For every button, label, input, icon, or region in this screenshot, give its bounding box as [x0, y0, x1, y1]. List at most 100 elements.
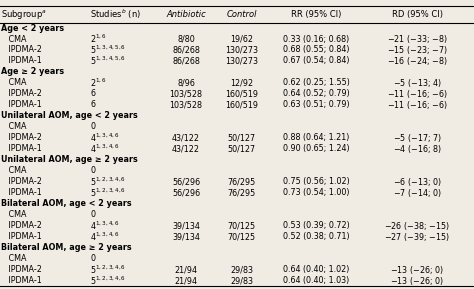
Text: $-$13 ($-$26; 0): $-$13 ($-$26; 0): [390, 275, 444, 287]
Text: $-$13 ($-$26; 0): $-$13 ($-$26; 0): [390, 264, 444, 276]
Text: Control: Control: [227, 10, 257, 19]
Text: RR (95% CI): RR (95% CI): [291, 10, 342, 19]
Text: $-$16 ($-$24; $-$8): $-$16 ($-$24; $-$8): [387, 55, 447, 67]
Text: IPDMA-1: IPDMA-1: [1, 276, 42, 285]
Text: RD (95% CI): RD (95% CI): [392, 10, 443, 19]
Text: Age < 2 years: Age < 2 years: [1, 23, 64, 33]
Text: 39/134: 39/134: [172, 232, 200, 241]
Text: 43/122: 43/122: [172, 144, 200, 153]
Text: $2^{1,6}$: $2^{1,6}$: [90, 33, 107, 45]
Text: $4^{1,3,4,6}$: $4^{1,3,4,6}$: [90, 231, 120, 243]
Text: CMA: CMA: [1, 78, 27, 88]
Text: 0.75 (0.56; 1.02): 0.75 (0.56; 1.02): [283, 177, 350, 186]
Text: Bilateral AOM, age ≥ 2 years: Bilateral AOM, age ≥ 2 years: [1, 243, 132, 252]
Text: CMA: CMA: [1, 210, 27, 219]
Text: IPDMA-2: IPDMA-2: [1, 89, 42, 99]
Text: 0.88 (0.64; 1.21): 0.88 (0.64; 1.21): [283, 133, 350, 142]
Text: Subgroup$^a$: Subgroup$^a$: [1, 8, 47, 21]
Text: $-$26 ($-$38; $-$15): $-$26 ($-$38; $-$15): [384, 220, 450, 232]
Text: IPDMA-1: IPDMA-1: [1, 56, 42, 66]
Text: IPDMA-1: IPDMA-1: [1, 100, 42, 110]
Text: 29/83: 29/83: [230, 276, 253, 285]
Text: Bilateral AOM, age < 2 years: Bilateral AOM, age < 2 years: [1, 199, 132, 208]
Text: $-$11 ($-$16; $-$6): $-$11 ($-$16; $-$6): [387, 99, 447, 111]
Text: $5^{1,3,4,5,6}$: $5^{1,3,4,5,6}$: [90, 44, 126, 56]
Text: Unilateral AOM, age ≥ 2 years: Unilateral AOM, age ≥ 2 years: [1, 155, 138, 164]
Text: IPDMA-2: IPDMA-2: [1, 45, 42, 55]
Text: 0: 0: [90, 166, 95, 175]
Text: $-$15 ($-$23; $-$7): $-$15 ($-$23; $-$7): [387, 44, 447, 56]
Text: 86/268: 86/268: [172, 45, 200, 55]
Text: $-$6 ($-$13; 0): $-$6 ($-$13; 0): [392, 176, 442, 188]
Text: $2^{1,6}$: $2^{1,6}$: [90, 77, 107, 89]
Text: 19/62: 19/62: [230, 34, 253, 44]
Text: 0.64 (0.40; 1.02): 0.64 (0.40; 1.02): [283, 265, 350, 274]
Text: IPDMA-1: IPDMA-1: [1, 144, 42, 153]
Text: 103/528: 103/528: [170, 100, 202, 110]
Text: 160/519: 160/519: [225, 100, 258, 110]
Text: 12/92: 12/92: [230, 78, 253, 88]
Text: $4^{1,3,4,6}$: $4^{1,3,4,6}$: [90, 220, 120, 232]
Text: 8/96: 8/96: [177, 78, 195, 88]
Text: IPDMA-1: IPDMA-1: [1, 232, 42, 241]
Text: IPDMA-2: IPDMA-2: [1, 133, 42, 142]
Text: 0.64 (0.52; 0.79): 0.64 (0.52; 0.79): [283, 89, 350, 99]
Text: 0.53 (0.39; 0.72): 0.53 (0.39; 0.72): [283, 221, 350, 230]
Text: 160/519: 160/519: [225, 89, 258, 99]
Text: 0.67 (0.54; 0.84): 0.67 (0.54; 0.84): [283, 56, 350, 66]
Text: 39/134: 39/134: [172, 221, 200, 230]
Text: 0.64 (0.40; 1.03): 0.64 (0.40; 1.03): [283, 276, 349, 285]
Text: 21/94: 21/94: [174, 276, 198, 285]
Text: 29/83: 29/83: [230, 265, 253, 274]
Text: 0.90 (0.65; 1.24): 0.90 (0.65; 1.24): [283, 144, 350, 153]
Text: 50/127: 50/127: [228, 133, 256, 142]
Text: 103/528: 103/528: [170, 89, 202, 99]
Text: 76/295: 76/295: [228, 177, 256, 186]
Text: 6: 6: [90, 89, 95, 99]
Text: CMA: CMA: [1, 34, 27, 44]
Text: 0: 0: [90, 122, 95, 131]
Text: $-$7 ($-$14; 0): $-$7 ($-$14; 0): [392, 187, 442, 199]
Text: CMA: CMA: [1, 254, 27, 263]
Text: 86/268: 86/268: [172, 56, 200, 66]
Text: $-$5 ($-$13; 4): $-$5 ($-$13; 4): [392, 77, 442, 89]
Text: 50/127: 50/127: [228, 144, 256, 153]
Text: Studies$^b$ (n): Studies$^b$ (n): [90, 8, 141, 21]
Text: 0: 0: [90, 210, 95, 219]
Text: Age ≥ 2 years: Age ≥ 2 years: [1, 67, 64, 77]
Text: IPDMA-1: IPDMA-1: [1, 188, 42, 197]
Text: Unilateral AOM, age < 2 years: Unilateral AOM, age < 2 years: [1, 111, 138, 121]
Text: $-$5 ($-$17; 7): $-$5 ($-$17; 7): [392, 132, 442, 144]
Text: CMA: CMA: [1, 122, 27, 131]
Text: Antibiotic: Antibiotic: [166, 10, 206, 19]
Text: 70/125: 70/125: [228, 232, 256, 241]
Text: 56/296: 56/296: [172, 188, 200, 197]
Text: IPDMA-2: IPDMA-2: [1, 221, 42, 230]
Text: $-$27 ($-$39; $-$15): $-$27 ($-$39; $-$15): [384, 231, 450, 243]
Text: $5^{1,2,3,4,6}$: $5^{1,2,3,4,6}$: [90, 275, 126, 287]
Text: CMA: CMA: [1, 166, 27, 175]
Text: $4^{1,3,4,6}$: $4^{1,3,4,6}$: [90, 143, 120, 155]
Text: $4^{1,3,4,6}$: $4^{1,3,4,6}$: [90, 132, 120, 144]
Text: $-$11 ($-$16; $-$6): $-$11 ($-$16; $-$6): [387, 88, 447, 100]
Text: 0.52 (0.38; 0.71): 0.52 (0.38; 0.71): [283, 232, 350, 241]
Text: 0.62 (0.25; 1.55): 0.62 (0.25; 1.55): [283, 78, 350, 88]
Text: IPDMA-2: IPDMA-2: [1, 265, 42, 274]
Text: 43/122: 43/122: [172, 133, 200, 142]
Text: $-$4 ($-$16; 8): $-$4 ($-$16; 8): [392, 143, 442, 155]
Text: 21/94: 21/94: [174, 265, 198, 274]
Text: 130/273: 130/273: [225, 56, 258, 66]
Text: 130/273: 130/273: [225, 45, 258, 55]
Text: 0: 0: [90, 254, 95, 263]
Text: 6: 6: [90, 100, 95, 110]
Text: 0.33 (0.16; 0.68): 0.33 (0.16; 0.68): [283, 34, 349, 44]
Text: $-$21 ($-$33; $-$8): $-$21 ($-$33; $-$8): [387, 33, 447, 45]
Text: 76/295: 76/295: [228, 188, 256, 197]
Text: IPDMA-2: IPDMA-2: [1, 177, 42, 186]
Text: 56/296: 56/296: [172, 177, 200, 186]
Text: $5^{1,2,3,4,6}$: $5^{1,2,3,4,6}$: [90, 176, 126, 188]
Text: 0.68 (0.55; 0.84): 0.68 (0.55; 0.84): [283, 45, 350, 55]
Text: 8/80: 8/80: [177, 34, 195, 44]
Text: 70/125: 70/125: [228, 221, 256, 230]
Text: $5^{1,3,4,5,6}$: $5^{1,3,4,5,6}$: [90, 55, 126, 67]
